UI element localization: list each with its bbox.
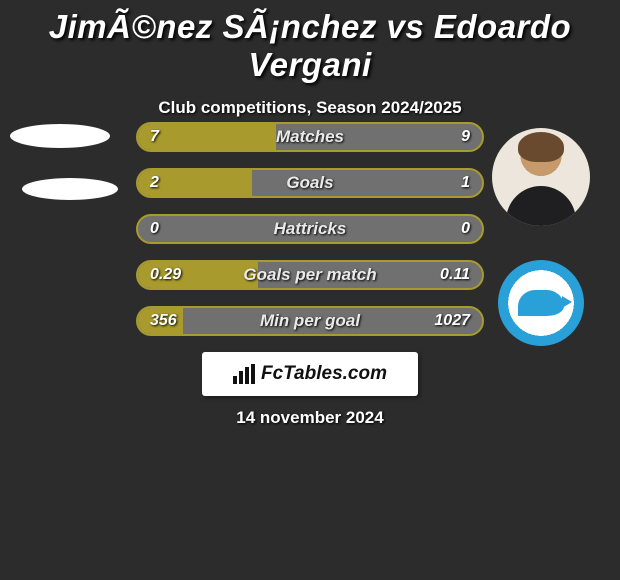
stat-label: Hattricks xyxy=(138,216,482,242)
player-b-avatar xyxy=(492,128,590,226)
stat-label: Min per goal xyxy=(138,308,482,334)
page-title: JimÃ©nez SÃ¡nchez vs Edoardo Vergani xyxy=(0,0,620,84)
page-subtitle: Club competitions, Season 2024/2025 xyxy=(0,98,620,118)
stat-row: Hattricks0 0 xyxy=(136,214,484,244)
stat-label: Matches xyxy=(138,124,482,150)
stat-value-left: 356 xyxy=(150,308,177,334)
stat-row: Goals per match0.29 0.11 xyxy=(136,260,484,290)
stat-row: Goals2 1 xyxy=(136,168,484,198)
watermark: FcTables.com xyxy=(202,352,418,396)
stat-value-right: 0 xyxy=(461,216,470,242)
stats-area: Matches7 9 Goals2 1 Hattricks0 0 Goals per mat… xyxy=(136,122,484,352)
player-a-avatar-placeholder xyxy=(10,124,110,148)
bars-icon xyxy=(233,364,255,384)
stat-label: Goals xyxy=(138,170,482,196)
watermark-text: FcTables.com xyxy=(261,363,387,385)
stat-value-left: 0 xyxy=(150,216,159,242)
stat-row: Min per goal356 1027 xyxy=(136,306,484,336)
club-a-badge-placeholder xyxy=(22,178,118,200)
stat-value-right: 0.11 xyxy=(440,262,470,288)
stat-value-left: 2 xyxy=(150,170,159,196)
stat-row: Matches7 9 xyxy=(136,122,484,152)
club-b-badge xyxy=(498,260,584,346)
stat-value-left: 7 xyxy=(150,124,159,150)
stat-value-right: 9 xyxy=(461,124,470,150)
stat-value-left: 0.29 xyxy=(150,262,181,288)
stat-value-right: 1 xyxy=(461,170,470,196)
snapshot-date: 14 november 2024 xyxy=(0,408,620,428)
stat-label: Goals per match xyxy=(138,262,482,288)
dolphin-icon xyxy=(518,290,564,316)
stat-value-right: 1027 xyxy=(434,308,470,334)
